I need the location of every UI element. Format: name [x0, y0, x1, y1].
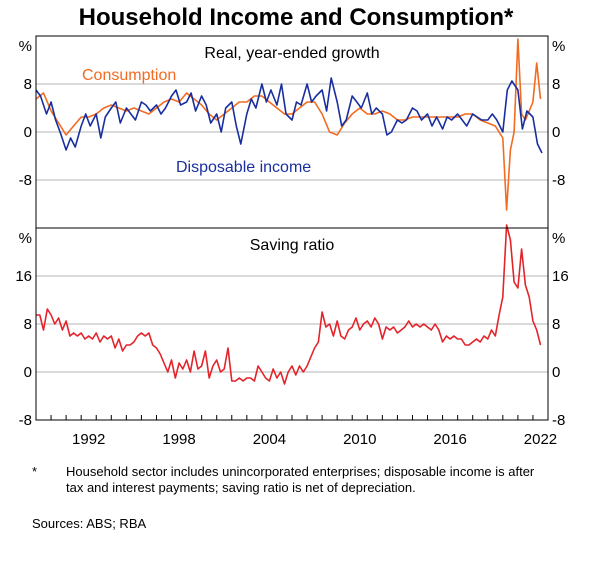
unit-label-right: %: [552, 38, 565, 55]
chart-title: Household Income and Consumption*: [78, 4, 514, 31]
x-tick-label: 1992: [72, 431, 105, 448]
x-tick-label: 1998: [162, 431, 195, 448]
series-label-disposable-income: Disposable income: [176, 159, 311, 176]
unit-label-right: %: [552, 230, 565, 247]
y-tick-label-right: -8: [552, 412, 565, 429]
series-line-consumption: [35, 38, 542, 211]
panel-title: Saving ratio: [250, 237, 335, 254]
x-tick-label: 2004: [253, 431, 286, 448]
x-tick-label: 2022: [524, 431, 557, 448]
x-tick-label: 2010: [343, 431, 376, 448]
gridlines: [36, 83, 548, 373]
chart-frame: [35, 35, 549, 421]
series-line-disposable-income: [35, 77, 543, 154]
series-line-saving-ratio: [36, 224, 542, 385]
y-tick-label-left: 16: [15, 268, 32, 285]
y-tick-label-right: 8: [552, 316, 560, 333]
y-tick-label-right: 0: [552, 124, 560, 141]
footnote-text: Household sector includes unincorporated…: [66, 464, 535, 495]
y-tick-label-right: -8: [552, 172, 565, 189]
panel-title: Real, year-ended growth: [204, 45, 379, 62]
footnote-marker: *: [32, 464, 38, 479]
y-tick-label-left: 0: [24, 124, 32, 141]
y-tick-label-left: -8: [19, 412, 32, 429]
series-label-consumption: Consumption: [82, 67, 176, 84]
y-tick-label-right: 16: [552, 268, 569, 285]
sources-note: Sources: ABS; RBA: [32, 516, 147, 531]
chart-labels: -8 -8 0 0 8 8% % Real, year-ended growth Consump…: [15, 38, 568, 448]
y-tick-label-left: -8: [19, 172, 32, 189]
x-tick-label: 2016: [433, 431, 466, 448]
y-tick-label-left: 8: [24, 316, 32, 333]
y-tick-label-left: 8: [24, 76, 32, 93]
series-layer: [35, 38, 543, 385]
y-tick-label-right: 8: [552, 76, 560, 93]
y-tick-label-right: 0: [552, 364, 560, 381]
unit-label-left: %: [19, 38, 32, 55]
unit-label-left: %: [19, 230, 32, 247]
y-tick-label-left: 0: [24, 364, 32, 381]
